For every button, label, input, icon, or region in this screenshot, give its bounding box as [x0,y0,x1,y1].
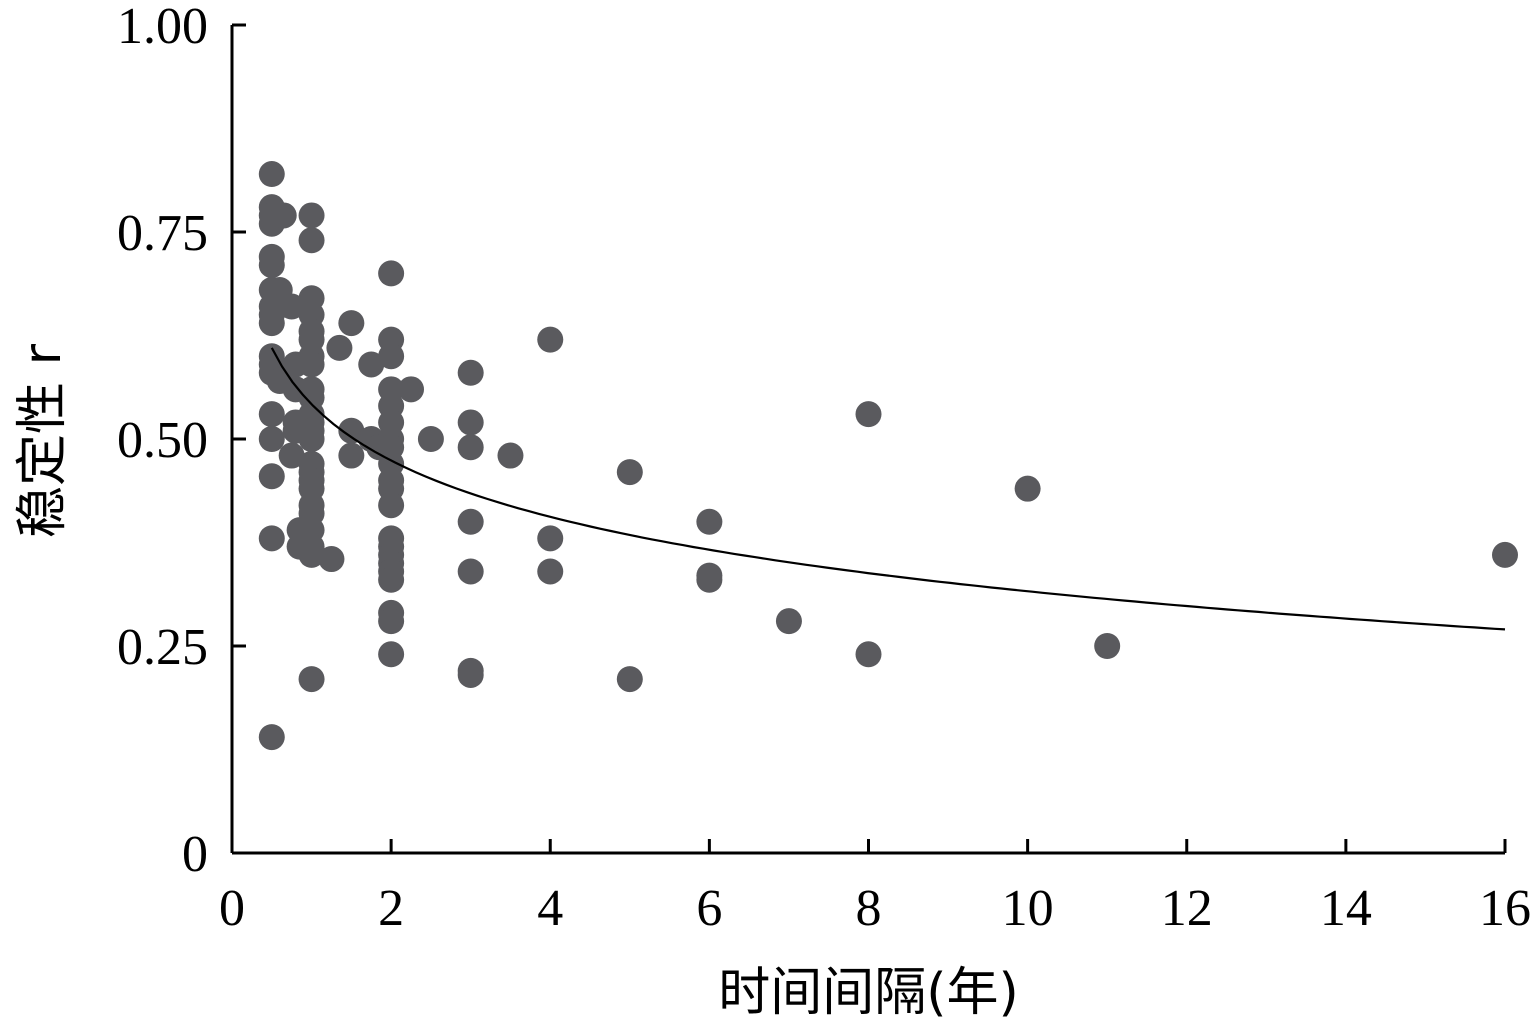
data-point [298,666,325,693]
x-tick-label: 2 [378,880,404,937]
y-tick-label: 0.25 [117,619,208,676]
data-point [258,161,285,188]
data-point [855,641,882,668]
data-point [326,334,353,361]
data-point [378,343,405,370]
x-tick-label: 0 [219,880,245,937]
data-point [278,293,305,320]
data-point [457,434,484,461]
data-point [298,541,325,568]
y-tick-label: 0.50 [117,412,208,469]
data-point [378,641,405,668]
data-point [338,442,365,469]
data-point [298,426,325,452]
x-tick-label: 6 [696,880,722,937]
y-axis-title: 稳定性 r [13,343,73,538]
data-point [398,376,425,403]
data-point [298,227,325,254]
data-point [775,608,802,635]
data-point [1492,541,1518,568]
y-tick-label: 0 [182,826,208,883]
data-point [1094,633,1121,659]
data-point [417,426,444,452]
data-point [378,260,405,287]
x-ticks: 0 2 4 6 8 10 12 14 16 [219,839,1531,937]
x-tick-label: 12 [1161,880,1213,937]
data-point [258,252,285,279]
data-point [298,202,325,229]
data-point [318,546,345,573]
data-point [696,566,723,593]
x-tick-label: 4 [537,880,563,937]
data-point [258,463,285,490]
data-point [1014,475,1041,502]
x-tick-label: 10 [1002,880,1054,937]
data-point [258,310,285,337]
data-point [338,417,365,444]
y-tick-label: 0.75 [117,205,208,262]
data-point [338,310,365,337]
data-point [457,558,484,585]
x-tick-label: 14 [1320,880,1372,937]
data-point [258,724,285,751]
y-tick-label: 1.00 [117,0,208,55]
trend-line [270,347,1506,631]
data-point [258,401,285,428]
x-tick-label: 16 [1479,880,1531,937]
data-point [537,326,564,353]
data-point [358,351,385,378]
data-point [278,442,305,469]
data-point [537,525,564,552]
data-point [457,661,484,688]
data-point [855,401,882,428]
data-point [258,426,285,452]
data-point [616,666,643,693]
data-point [378,566,405,593]
data-point [537,558,564,585]
data-point [457,409,484,436]
data-point [270,202,297,229]
data-point [378,608,405,635]
data-point [497,442,524,469]
data-point [378,492,405,519]
data-points [258,161,1518,751]
data-point [616,459,643,486]
y-ticks: 0 0.25 0.50 0.75 1.00 [117,0,246,883]
data-point [258,525,285,552]
x-tick-label: 8 [856,880,882,937]
x-axis-title: 时间间隔(年) [718,963,1019,1023]
data-point [696,508,723,535]
data-point [457,359,484,386]
data-point [457,508,484,535]
data-point [298,351,325,378]
